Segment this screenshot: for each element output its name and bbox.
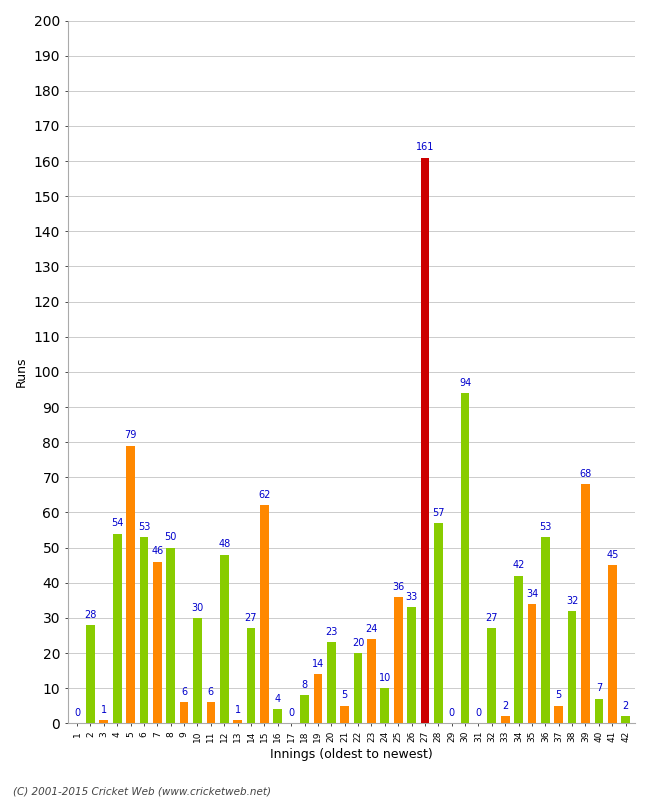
Bar (421, 158, 429, 723)
Bar (434, 523, 443, 723)
Bar (541, 537, 550, 723)
Text: 6: 6 (181, 687, 187, 697)
Bar (86, 625, 95, 723)
Text: 53: 53 (539, 522, 552, 532)
Text: 79: 79 (124, 430, 136, 441)
X-axis label: Innings (oldest to newest): Innings (oldest to newest) (270, 748, 433, 761)
Y-axis label: Runs: Runs (15, 357, 28, 387)
Text: 0: 0 (448, 708, 455, 718)
Bar (380, 688, 389, 723)
Bar (595, 698, 603, 723)
Text: 94: 94 (459, 378, 471, 388)
Text: 45: 45 (606, 550, 618, 560)
Bar (488, 629, 496, 723)
Text: 1: 1 (235, 705, 240, 714)
Text: 28: 28 (84, 610, 97, 620)
Text: 0: 0 (74, 708, 80, 718)
Text: 48: 48 (218, 539, 230, 550)
Bar (621, 716, 630, 723)
Text: 5: 5 (556, 690, 562, 701)
Bar (99, 720, 108, 723)
Bar (260, 506, 268, 723)
Text: 53: 53 (138, 522, 150, 532)
Bar (461, 393, 469, 723)
Bar (501, 716, 510, 723)
Bar (354, 653, 363, 723)
Text: 161: 161 (416, 142, 434, 152)
Text: 32: 32 (566, 595, 578, 606)
Text: 54: 54 (111, 518, 124, 528)
Text: 1: 1 (101, 705, 107, 714)
Text: 27: 27 (245, 613, 257, 623)
Text: 50: 50 (164, 532, 177, 542)
Text: 2: 2 (502, 701, 508, 711)
Text: 4: 4 (275, 694, 281, 704)
Bar (207, 702, 215, 723)
Bar (166, 548, 175, 723)
Text: 23: 23 (325, 627, 337, 638)
Bar (313, 674, 322, 723)
Text: 24: 24 (365, 624, 378, 634)
Bar (233, 720, 242, 723)
Bar (367, 639, 376, 723)
Text: 46: 46 (151, 546, 163, 556)
Bar (126, 446, 135, 723)
Bar (113, 534, 122, 723)
Text: (C) 2001-2015 Cricket Web (www.cricketweb.net): (C) 2001-2015 Cricket Web (www.cricketwe… (13, 786, 271, 796)
Text: 0: 0 (475, 708, 482, 718)
Text: 33: 33 (406, 592, 418, 602)
Bar (528, 604, 536, 723)
Text: 34: 34 (526, 589, 538, 598)
Bar (300, 695, 309, 723)
Bar (567, 611, 577, 723)
Bar (140, 537, 148, 723)
Bar (180, 702, 188, 723)
Text: 68: 68 (579, 469, 592, 479)
Bar (327, 642, 335, 723)
Text: 20: 20 (352, 638, 364, 648)
Text: 6: 6 (208, 687, 214, 697)
Text: 14: 14 (312, 659, 324, 669)
Text: 10: 10 (379, 673, 391, 683)
Bar (274, 710, 282, 723)
Text: 8: 8 (302, 680, 307, 690)
Bar (193, 618, 202, 723)
Text: 36: 36 (392, 582, 404, 591)
Bar (246, 629, 255, 723)
Text: 2: 2 (623, 701, 629, 711)
Text: 7: 7 (596, 683, 602, 694)
Bar (554, 706, 563, 723)
Bar (608, 565, 617, 723)
Text: 62: 62 (258, 490, 270, 500)
Text: 5: 5 (341, 690, 348, 701)
Bar (220, 554, 229, 723)
Bar (514, 576, 523, 723)
Bar (581, 484, 590, 723)
Bar (153, 562, 162, 723)
Text: 42: 42 (512, 561, 525, 570)
Text: 57: 57 (432, 508, 445, 518)
Text: 0: 0 (288, 708, 294, 718)
Bar (394, 597, 402, 723)
Text: 30: 30 (191, 602, 203, 613)
Bar (341, 706, 349, 723)
Text: 27: 27 (486, 613, 498, 623)
Bar (407, 607, 416, 723)
